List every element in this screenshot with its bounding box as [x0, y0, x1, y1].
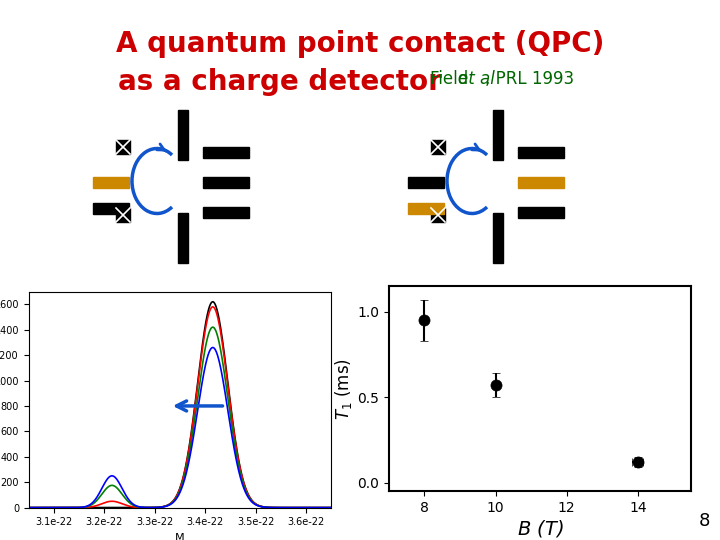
X-axis label: $B$ (T): $B$ (T): [517, 518, 563, 539]
X-axis label: M: M: [175, 533, 185, 540]
Text: as a charge detector: as a charge detector: [118, 68, 442, 96]
Bar: [178, 110, 188, 160]
Bar: [408, 203, 444, 214]
Text: , PRL 1993: , PRL 1993: [485, 70, 574, 88]
Bar: [93, 177, 129, 188]
Bar: [518, 177, 564, 188]
Bar: [408, 177, 444, 188]
Bar: [431, 208, 445, 222]
Text: 8: 8: [698, 512, 710, 530]
Y-axis label: $T_1$ (ms): $T_1$ (ms): [333, 358, 354, 420]
Bar: [203, 177, 249, 188]
Bar: [518, 147, 564, 158]
Text: Field: Field: [430, 70, 474, 88]
Text: A quantum point contact (QPC): A quantum point contact (QPC): [116, 30, 604, 58]
Bar: [93, 203, 129, 214]
Bar: [116, 208, 130, 222]
Bar: [178, 213, 188, 263]
Bar: [431, 140, 445, 154]
Bar: [493, 213, 503, 263]
Bar: [203, 207, 249, 218]
Bar: [518, 207, 564, 218]
Bar: [493, 110, 503, 160]
Bar: [116, 140, 130, 154]
Text: et al: et al: [458, 70, 495, 88]
Bar: [203, 147, 249, 158]
